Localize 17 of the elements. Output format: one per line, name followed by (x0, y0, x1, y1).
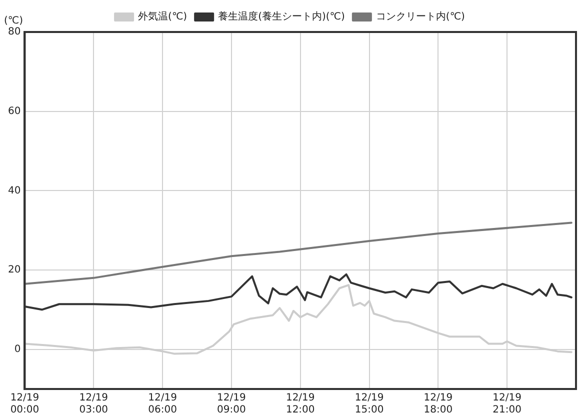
legend-label: 外気温(℃) (138, 10, 188, 23)
x-tick-label: 12/19 12:00 (286, 392, 315, 416)
y-tick-label: 40 (8, 185, 21, 196)
legend-label: 養生温度(養生シート内)(℃) (218, 10, 346, 23)
x-tick-label: 12/19 21:00 (492, 392, 522, 416)
x-tick-label: 12/19 09:00 (217, 392, 246, 416)
y-tick-label: 20 (8, 264, 21, 276)
x-tick-label: 12/19 03:00 (79, 392, 108, 416)
y-tick-label: 60 (8, 106, 21, 117)
legend-label: コンクリート内(℃) (376, 10, 466, 23)
y-tick-label: 0 (14, 344, 21, 355)
x-tick-label: 12/19 15:00 (354, 392, 384, 416)
x-tick-label: 12/19 00:00 (10, 392, 40, 416)
y-axis-title: (℃) (4, 16, 24, 27)
x-tick-label: 12/19 06:00 (148, 392, 177, 416)
y-tick-label: 80 (8, 26, 21, 38)
x-tick-label: 12/19 18:00 (424, 392, 453, 416)
